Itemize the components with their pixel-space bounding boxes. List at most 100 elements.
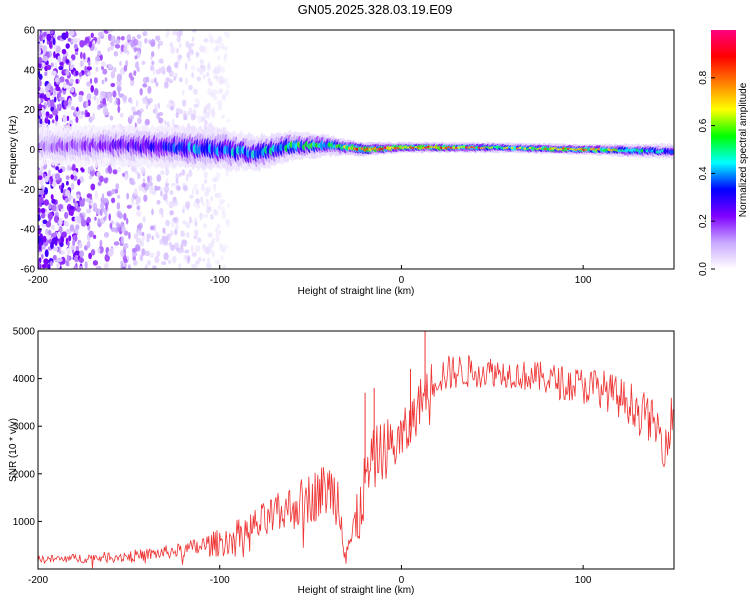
heatmap-scatter-cell xyxy=(175,222,179,229)
heatmap-scatter-cell xyxy=(73,265,77,269)
heatmap-scatter-cell xyxy=(226,31,230,39)
heatmap-scatter-cell xyxy=(136,50,141,59)
heatmap-scatter-cell xyxy=(137,117,142,125)
heatmap-scatter-cell xyxy=(76,206,81,213)
heatmap-scatter-cell xyxy=(51,119,55,124)
heatmap-scatter-cell xyxy=(149,252,155,259)
heatmap-scatter-cell xyxy=(218,80,224,85)
heatmap-scatter-cell xyxy=(53,96,57,103)
heatmap-scatter-cell xyxy=(38,73,43,80)
heatmap-scatter-cell xyxy=(107,63,113,69)
heatmap-scatter-cell xyxy=(103,216,107,222)
heatmap-scatter-cell xyxy=(147,260,151,266)
heatmap-scatter-cell xyxy=(107,30,113,33)
heatmap-scatter-cell xyxy=(176,47,180,54)
heatmap-scatter-cell xyxy=(189,170,193,176)
heatmap-scatter-cell xyxy=(67,85,70,92)
heatmap-scatter-cell xyxy=(178,263,182,269)
heatmap-scatter-cell xyxy=(92,112,95,121)
heatmap-scatter-cell xyxy=(189,49,194,56)
heatmap-scatter-cell xyxy=(57,55,62,63)
heatmap-scatter-cell xyxy=(72,239,76,246)
heatmap-scatter-cell xyxy=(165,198,169,205)
heatmap-scatter-cell xyxy=(88,41,93,48)
heatmap-scatter-cell xyxy=(182,220,187,226)
snr-ytick-label: 5000 xyxy=(13,327,36,338)
heatmap-scatter-cell xyxy=(70,182,75,191)
heatmap-scatter-cell xyxy=(44,176,49,183)
heatmap-scatter-cell xyxy=(88,252,92,260)
heatmap-scatter-cell xyxy=(122,172,125,177)
heatmap-scatter-cell xyxy=(191,36,195,42)
heatmap-scatter-cell xyxy=(156,113,161,120)
heatmap-scatter-cell xyxy=(136,210,142,217)
heatmap-scatter-cell xyxy=(145,104,149,109)
heatmap-scatter-cell xyxy=(120,236,125,245)
heatmap-scatter-cell xyxy=(49,260,53,267)
heatmap-scatter-cell xyxy=(218,204,221,211)
heatmap-scatter-cell xyxy=(126,192,129,200)
heatmap-scatter-cell xyxy=(39,88,45,94)
heatmap-scatter-cell xyxy=(203,213,209,219)
snr-ytick-label: 3000 xyxy=(13,422,36,433)
heatmap-scatter-cell xyxy=(154,77,157,84)
heatmap-scatter-cell xyxy=(100,201,105,210)
heatmap-ytick-label: -20 xyxy=(21,185,36,196)
heatmap-scatter-cell xyxy=(69,224,75,232)
heatmap-scatter-cell xyxy=(54,77,60,83)
heatmap-scatter-cell xyxy=(151,60,155,65)
heatmap-scatter-cell xyxy=(59,61,64,66)
heatmap-scatter-cell xyxy=(207,87,213,96)
heatmap-scatter-cell xyxy=(162,227,165,234)
heatmap-scatter-cell xyxy=(109,222,113,229)
heatmap-scatter-cell xyxy=(126,204,132,209)
heatmap-scatter-cell xyxy=(90,165,94,172)
chart-title: GN05.2025.328.03.19.E09 xyxy=(298,2,453,17)
heatmap-scatter-cell xyxy=(185,222,191,229)
heatmap-scatter-cell xyxy=(38,110,42,117)
heatmap-scatter-cell xyxy=(151,235,154,240)
heatmap-scatter-cell xyxy=(222,45,228,51)
heatmap-scatter-cell xyxy=(50,106,55,112)
heatmap-scatter-cell xyxy=(187,256,191,261)
heatmap-scatter-cell xyxy=(56,262,61,269)
heatmap-scatter-cell xyxy=(42,62,46,68)
heatmap-scatter-cell xyxy=(222,264,226,269)
heatmap-scatter-cell xyxy=(54,61,58,70)
heatmap-scatter-cell xyxy=(86,112,91,118)
heatmap-scatter-cell xyxy=(52,254,57,261)
heatmap-scatter-cell xyxy=(48,229,52,236)
heatmap-scatter-cell xyxy=(226,118,231,123)
heatmap-scatter-cell xyxy=(150,225,155,231)
heatmap-scatter-cell xyxy=(38,235,41,244)
heatmap-scatter-cell xyxy=(102,68,108,75)
heatmap-scatter-cell xyxy=(133,260,138,266)
heatmap-scatter-cell xyxy=(130,106,136,112)
heatmap-scatter-cell xyxy=(199,212,203,221)
heatmap-scatter-cell xyxy=(112,169,118,175)
snr-ytick-label: 1000 xyxy=(13,517,36,528)
heatmap-scatter-cell xyxy=(57,257,63,263)
heatmap-scatter-cell xyxy=(174,61,179,69)
heatmap-scatter-cell xyxy=(135,200,139,205)
heatmap-scatter-cell xyxy=(55,86,61,92)
heatmap-scatter-cell xyxy=(159,208,164,215)
heatmap-scatter-cell xyxy=(190,113,196,121)
heatmap-scatter-cell xyxy=(208,81,213,87)
heatmap-scatter-cell xyxy=(38,97,41,105)
heatmap-scatter-cell xyxy=(75,116,79,123)
heatmap-scatter-cell xyxy=(70,245,75,250)
heatmap-scatter-cell xyxy=(195,51,200,58)
heatmap-scatter-cell xyxy=(132,255,136,262)
heatmap-scatter-cell xyxy=(123,258,128,264)
heatmap-scatter-cell xyxy=(86,66,93,71)
heatmap-scatter-cell xyxy=(165,219,171,227)
heatmap-scatter-cell xyxy=(68,235,72,242)
heatmap-scatter-cell xyxy=(158,117,163,124)
heatmap-scatter-cell xyxy=(63,100,69,107)
heatmap-scatter-cell xyxy=(199,69,203,75)
heatmap-scatter-cell xyxy=(144,250,150,257)
heatmap-scatter-cell xyxy=(149,175,153,183)
heatmap-scatter-cell xyxy=(172,30,178,36)
